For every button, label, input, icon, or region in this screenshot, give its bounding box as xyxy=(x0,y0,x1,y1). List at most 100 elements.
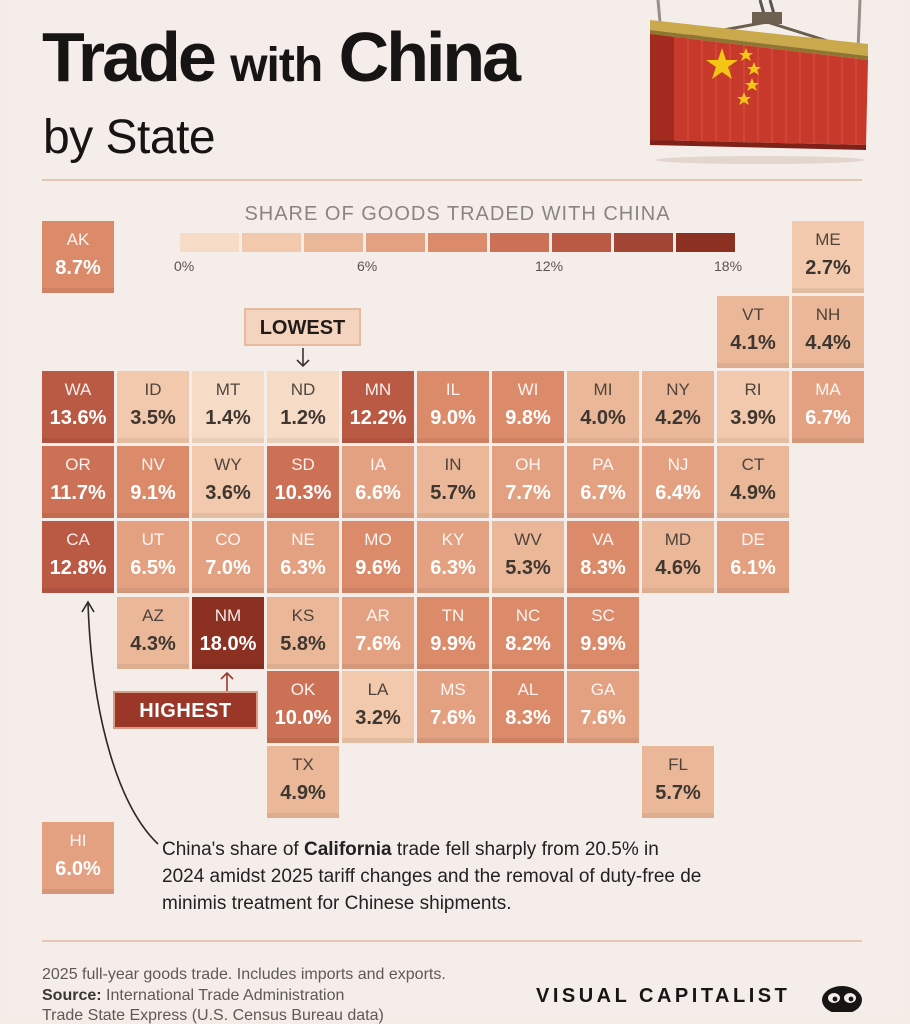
state-share-value: 9.6% xyxy=(355,557,401,579)
state-tile-ny: NY 4.2% xyxy=(642,371,714,443)
state-tile-ut: UT 6.5% xyxy=(117,521,189,593)
state-tile-nd: ND 1.2% xyxy=(267,371,339,443)
state-abbreviation: AR xyxy=(366,606,390,625)
legend-swatch xyxy=(614,233,673,252)
color-legend xyxy=(180,233,735,252)
state-tile-co: CO 7.0% xyxy=(192,521,264,593)
legend-title: SHARE OF GOODS TRADED WITH CHINA xyxy=(244,203,671,225)
state-share-value: 6.7% xyxy=(580,482,626,504)
state-abbreviation: MT xyxy=(215,380,241,399)
state-share-value: 5.8% xyxy=(280,633,326,655)
state-tile-wy: WY 3.6% xyxy=(192,446,264,518)
state-tile-nj: NJ 6.4% xyxy=(642,446,714,518)
state-tile-la: LA 3.2% xyxy=(342,671,414,743)
legend-tick-6: 6% xyxy=(357,258,378,274)
state-tile-tn: TN 9.9% xyxy=(417,597,489,669)
state-share-value: 13.6% xyxy=(49,407,107,429)
state-tile-ct: CT 4.9% xyxy=(717,446,789,518)
state-share-value: 8.7% xyxy=(55,257,101,279)
state-abbreviation: FL xyxy=(668,755,688,774)
note-text-end: trade fell sharply from 20.5% in 2024 am… xyxy=(162,839,702,914)
state-abbreviation: VA xyxy=(592,530,614,549)
state-tile-al: AL 8.3% xyxy=(492,671,564,743)
note-text-bold: California xyxy=(303,839,392,860)
state-abbreviation: ID xyxy=(144,380,162,399)
state-tile-il: IL 9.0% xyxy=(417,371,489,443)
state-share-value: 7.7% xyxy=(505,482,551,504)
state-share-value: 11.7% xyxy=(50,482,106,504)
state-abbreviation: MA xyxy=(815,380,841,399)
state-share-value: 4.4% xyxy=(805,332,851,354)
state-abbreviation: NC xyxy=(515,606,541,625)
state-tile-fl: FL 5.7% xyxy=(642,746,714,818)
state-tile-ri: RI 3.9% xyxy=(717,371,789,443)
state-share-value: 12.8% xyxy=(49,557,107,579)
state-abbreviation: MD xyxy=(664,530,692,549)
legend-swatch xyxy=(428,233,487,252)
state-tile-id: ID 3.5% xyxy=(117,371,189,443)
state-share-value: 7.6% xyxy=(430,707,476,729)
state-abbreviation: NM xyxy=(214,606,242,625)
california-callout-arrow-icon xyxy=(81,600,159,845)
state-tile-me: ME 2.7% xyxy=(792,221,864,293)
state-share-value: 6.7% xyxy=(805,407,851,429)
state-share-value: 1.4% xyxy=(205,407,251,429)
state-tile-vt: VT 4.1% xyxy=(717,296,789,368)
state-tile-md: MD 4.6% xyxy=(642,521,714,593)
state-abbreviation: TN xyxy=(441,606,465,625)
state-tile-wi: WI 9.8% xyxy=(492,371,564,443)
state-share-value: 18.0% xyxy=(199,633,257,655)
state-tile-mo: MO 9.6% xyxy=(342,521,414,593)
state-tile-mn: MN 12.2% xyxy=(342,371,414,443)
state-abbreviation: NE xyxy=(291,530,315,549)
title-china: China xyxy=(338,18,521,96)
state-share-value: 2.7% xyxy=(805,257,851,279)
state-tile-wv: WV 5.3% xyxy=(492,521,564,593)
california-note: China's share of California trade fell s… xyxy=(162,836,702,917)
state-tile-tx: TX 4.9% xyxy=(267,746,339,818)
visual-capitalist-logo-icon xyxy=(822,986,862,1012)
state-tile-nm: NM 18.0% xyxy=(192,597,264,669)
state-share-value: 6.0% xyxy=(55,858,101,880)
state-tile-in: IN 5.7% xyxy=(417,446,489,518)
state-abbreviation: HI xyxy=(69,831,87,850)
footnote: 2025 full-year goods trade. Includes imp… xyxy=(42,966,446,983)
state-abbreviation: CT xyxy=(741,455,765,474)
state-share-value: 9.9% xyxy=(430,633,476,655)
state-abbreviation: IA xyxy=(369,455,387,474)
header-divider xyxy=(42,179,862,181)
highest-callout: HIGHEST xyxy=(113,691,258,729)
state-abbreviation: MI xyxy=(593,380,613,399)
state-share-value: 4.9% xyxy=(730,482,776,504)
state-abbreviation: TX xyxy=(292,755,314,774)
state-abbreviation: DE xyxy=(741,530,765,549)
state-share-value: 6.3% xyxy=(280,557,326,579)
state-share-value: 7.6% xyxy=(355,633,401,655)
state-abbreviation: VT xyxy=(742,305,764,324)
state-abbreviation: NV xyxy=(141,455,165,474)
state-tile-pa: PA 6.7% xyxy=(567,446,639,518)
source-line: Source: International Trade Administrati… xyxy=(42,988,344,1004)
state-abbreviation: RI xyxy=(744,380,762,399)
state-share-value: 9.9% xyxy=(580,633,626,655)
shipping-container-icon xyxy=(650,0,868,164)
state-share-value: 4.9% xyxy=(280,782,326,804)
state-abbreviation: AL xyxy=(517,680,539,699)
state-share-value: 5.7% xyxy=(655,782,701,804)
state-tile-ma: MA 6.7% xyxy=(792,371,864,443)
state-abbreviation: OR xyxy=(65,455,91,474)
state-share-value: 3.5% xyxy=(130,407,176,429)
state-share-value: 8.3% xyxy=(580,557,626,579)
state-share-value: 9.1% xyxy=(130,482,176,504)
legend-swatch xyxy=(304,233,363,252)
state-abbreviation: PA xyxy=(592,455,614,474)
page-title: Trade with China xyxy=(42,22,521,92)
legend-swatch xyxy=(552,233,611,252)
legend-tick-12: 12% xyxy=(535,258,564,274)
state-abbreviation: CA xyxy=(66,530,90,549)
state-abbreviation: WA xyxy=(64,380,92,399)
state-tile-mi: MI 4.0% xyxy=(567,371,639,443)
source-detail: Trade State Express (U.S. Census Bureau … xyxy=(42,1007,384,1024)
state-abbreviation: ND xyxy=(290,380,316,399)
state-share-value: 3.9% xyxy=(730,407,776,429)
